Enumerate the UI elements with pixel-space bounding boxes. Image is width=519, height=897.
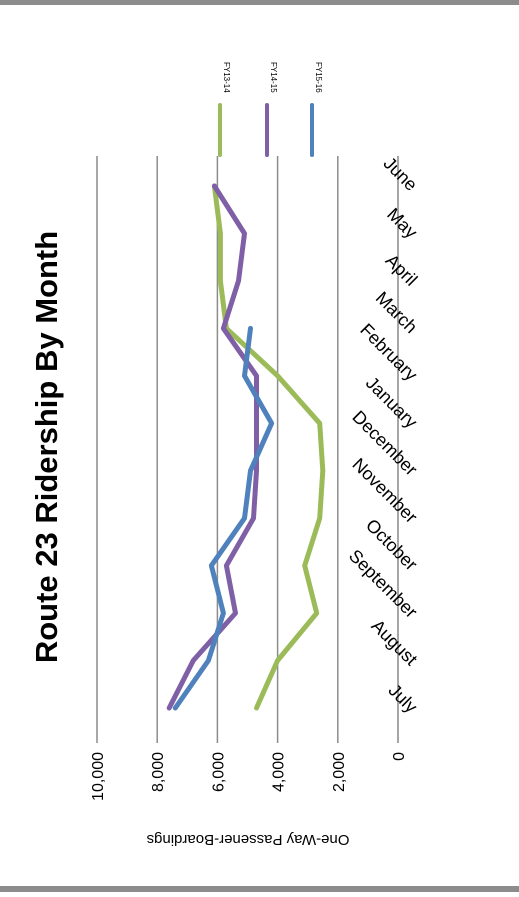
legend-label: FY14-15 bbox=[269, 62, 278, 93]
bottom-rule bbox=[0, 886, 519, 892]
category-label: August bbox=[368, 616, 422, 670]
y-tick-label: 0 bbox=[391, 752, 408, 761]
y-tick-label: 2,000 bbox=[331, 752, 348, 792]
series-line bbox=[172, 325, 275, 711]
top-rule bbox=[0, 0, 519, 5]
series-line bbox=[166, 183, 259, 711]
legend-label: FY15-16 bbox=[314, 62, 323, 93]
y-tick-label: 8,000 bbox=[150, 752, 167, 792]
x-category-labels: JulyAugustSeptemberOctoberNovemberDecemb… bbox=[345, 153, 421, 717]
y-axis-label: One-Way Passener-Boardings bbox=[147, 831, 350, 848]
category-label: July bbox=[385, 680, 422, 717]
series-lines bbox=[166, 183, 326, 711]
y-tick-labels: 0 2,000 4,000 6,000 8,000 10,000 bbox=[90, 752, 408, 801]
category-label: June bbox=[380, 153, 422, 195]
legend: FY13-14 FY14-15 FY15-16 bbox=[218, 62, 323, 157]
legend-label: FY13-14 bbox=[222, 62, 231, 93]
category-label: May bbox=[383, 204, 421, 242]
y-tick-label: 10,000 bbox=[90, 752, 107, 801]
y-tick-label: 6,000 bbox=[210, 752, 227, 792]
chart-title: Route 23 Ridership By Month bbox=[29, 231, 64, 663]
gridlines bbox=[96, 156, 399, 743]
category-label: April bbox=[382, 250, 422, 290]
series-line bbox=[211, 183, 326, 711]
y-tick-label: 4,000 bbox=[271, 752, 288, 792]
